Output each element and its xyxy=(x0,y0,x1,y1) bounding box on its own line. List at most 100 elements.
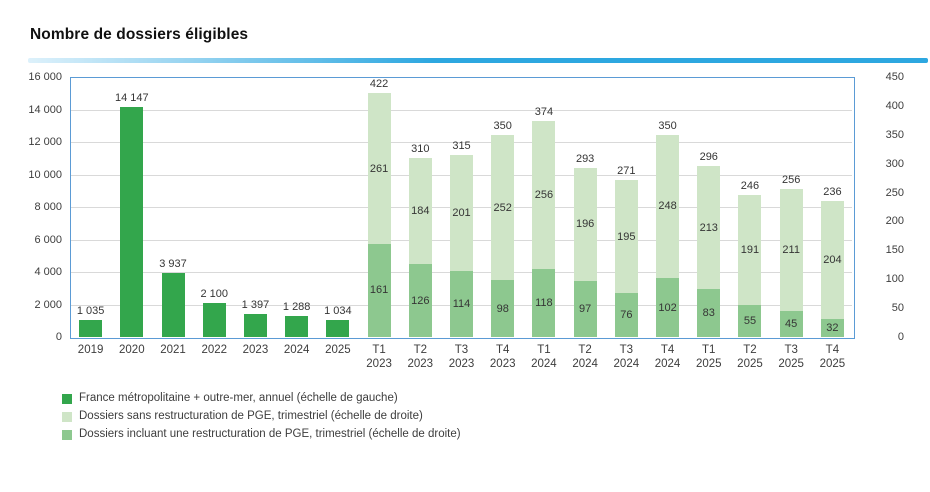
left-axis-tick: 4 000 xyxy=(34,266,62,278)
quarterly-bar-sans-segment xyxy=(779,189,803,311)
legend-swatch-icon xyxy=(62,393,72,404)
quarterly-bar-sans-segment xyxy=(614,180,638,294)
x-axis-label-quarter: T3 2025 xyxy=(778,343,804,371)
quarterly-bar-avec-segment xyxy=(738,305,762,337)
chart-title: Nombre de dossiers éligibles xyxy=(30,26,249,43)
right-axis-tick: 400 xyxy=(885,99,904,112)
left-axis-tick: 2 000 xyxy=(34,298,62,311)
left-axis-tick: 0 xyxy=(55,331,62,343)
x-axis-label-quarter: T3 2024 xyxy=(614,343,640,371)
x-axis-label-year: 2020 xyxy=(119,344,145,356)
quarterly-bar-sans-segment xyxy=(738,194,762,306)
annual-value-label: 1 034 xyxy=(324,305,352,318)
gridline xyxy=(71,109,852,111)
annual-value-label: 3 937 xyxy=(159,258,187,271)
quarterly-bar-sans-segment xyxy=(532,120,556,269)
legend-item: Dossiers sans restructuration de PGE, tr… xyxy=(62,410,461,423)
x-axis-label-line: 2024 xyxy=(531,358,557,370)
quarterly-bar-avec-segment xyxy=(367,243,391,337)
quarterly-bar-avec-segment xyxy=(532,268,556,337)
quarterly-bar-avec-segment xyxy=(573,280,597,337)
quarterly-bar-sans-segment xyxy=(820,200,844,319)
quarterly-avec-label: 98 xyxy=(496,302,509,315)
legend-item: Dossiers incluant une restructuration de… xyxy=(62,428,461,441)
x-axis-label-quarter: T4 2024 xyxy=(655,343,681,371)
title-underline-rule xyxy=(28,58,928,63)
right-axis-tick: 50 xyxy=(891,302,904,315)
x-axis-label-quarter: T2 2024 xyxy=(572,343,598,371)
quarterly-total-label: 315 xyxy=(452,140,471,152)
quarterly-sans-label: 204 xyxy=(823,253,842,266)
quarterly-avec-label: 118 xyxy=(535,296,553,309)
annual-value-label: 1 035 xyxy=(76,305,105,318)
left-axis-tick: 12 000 xyxy=(28,136,62,148)
quarterly-bar-sans-segment xyxy=(656,134,680,279)
quarterly-bar-sans-segment xyxy=(573,167,597,281)
quarterly-bar-avec-segment xyxy=(491,280,515,337)
quarterly-total-label: 271 xyxy=(617,165,636,178)
quarterly-bar-sans-segment xyxy=(697,165,721,290)
right-axis-tick: 150 xyxy=(885,244,904,257)
quarterly-sans-label: 184 xyxy=(411,205,430,218)
x-axis-label-line: 2025 xyxy=(737,358,763,370)
chart-legend: France métropolitaine + outre-mer, annue… xyxy=(62,392,461,446)
x-axis-label-quarter: T4 2025 xyxy=(820,343,846,371)
x-axis-label-quarter: T2 2023 xyxy=(407,343,433,371)
legend-item: France métropolitaine + outre-mer, annue… xyxy=(62,392,461,405)
quarterly-total-label: 374 xyxy=(534,105,554,118)
quarterly-sans-label: 195 xyxy=(617,230,636,243)
quarterly-avec-label: 55 xyxy=(743,315,757,328)
annual-bar xyxy=(326,320,350,337)
left-axis-tick: 6 000 xyxy=(34,233,62,246)
x-axis-label-quarter: T3 2023 xyxy=(449,343,475,371)
quarterly-bar-avec-segment xyxy=(614,293,638,337)
quarterly-avec-label: 126 xyxy=(411,294,430,307)
quarterly-sans-label: 191 xyxy=(740,244,760,257)
x-axis-label-line: T4 xyxy=(825,344,840,356)
x-axis-label-year: 2023 xyxy=(242,344,269,356)
quarterly-avec-label: 161 xyxy=(369,284,389,297)
quarterly-bar-avec-segment xyxy=(408,264,432,337)
x-axis-label-line: T3 xyxy=(784,344,798,356)
x-axis-label-year: 2021 xyxy=(160,344,186,356)
quarterly-bar-sans-segment xyxy=(408,157,432,265)
annual-bar xyxy=(120,107,144,337)
annual-bar xyxy=(161,273,185,337)
legend-label: France métropolitaine + outre-mer, annue… xyxy=(79,392,398,404)
annual-bar xyxy=(243,314,267,337)
quarterly-avec-label: 114 xyxy=(452,298,471,311)
quarterly-bar-avec-segment xyxy=(779,311,803,337)
x-axis-label-quarter: T1 2024 xyxy=(531,343,557,371)
quarterly-total-label: 350 xyxy=(493,119,512,132)
quarterly-sans-label: 201 xyxy=(452,207,471,220)
quarterly-bar-avec-segment xyxy=(697,289,721,337)
x-axis-label-line: 2025 xyxy=(778,358,804,370)
legend-swatch-icon xyxy=(62,429,72,440)
left-axis-tick: 14 000 xyxy=(28,103,62,116)
quarterly-total-label: 236 xyxy=(823,185,842,198)
x-axis-label-year: 2022 xyxy=(201,344,228,356)
x-axis-label-year: 2019 xyxy=(77,344,104,356)
annual-bar xyxy=(202,302,226,337)
quarterly-avec-label: 83 xyxy=(702,307,715,320)
x-axis-label-line: 2024 xyxy=(572,358,598,370)
quarterly-bar-sans-segment xyxy=(450,155,473,272)
annual-value-label: 1 397 xyxy=(241,299,270,312)
x-axis-label-line: T1 xyxy=(372,344,386,356)
legend-label: Dossiers sans restructuration de PGE, tr… xyxy=(79,410,423,422)
x-axis-label-quarter: T1 2025 xyxy=(696,343,722,371)
quarterly-total-label: 350 xyxy=(658,119,677,132)
left-axis-tick: 16 000 xyxy=(28,71,62,83)
right-axis-tick: 300 xyxy=(885,157,904,170)
quarterly-avec-label: 102 xyxy=(658,301,677,314)
left-axis-tick: 10 000 xyxy=(28,168,62,181)
annual-value-label: 1 288 xyxy=(282,301,311,314)
quarterly-sans-label: 248 xyxy=(658,200,677,213)
quarterly-sans-label: 213 xyxy=(699,221,718,234)
legend-swatch-icon xyxy=(62,411,72,422)
quarterly-sans-label: 211 xyxy=(782,244,800,257)
quarterly-bar-sans-segment xyxy=(367,93,391,244)
x-axis-label-line: 2023 xyxy=(489,358,516,370)
x-axis-label-year: 2025 xyxy=(325,344,351,356)
